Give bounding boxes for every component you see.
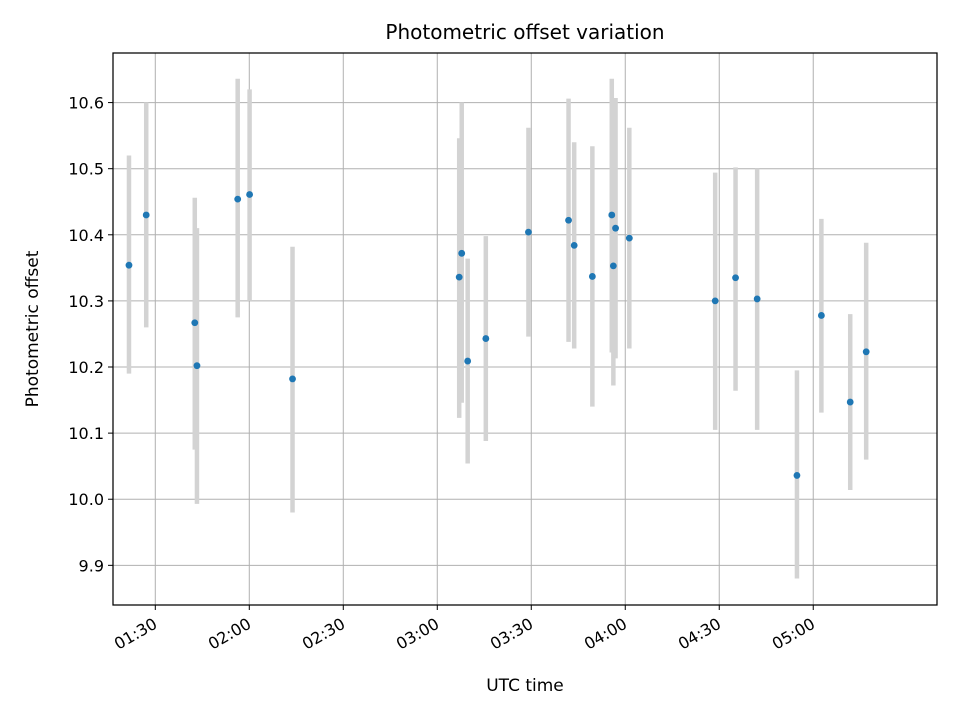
y-tick-label: 10.1: [68, 424, 104, 443]
y-tick-label: 10.0: [68, 490, 104, 509]
chart-title: Photometric offset variation: [385, 20, 664, 44]
data-point: [246, 191, 254, 198]
y-axis-ticks: 9.9 10.0 10.1 10.2 10.3 10.4 10.5 10.6: [68, 94, 113, 575]
data-point: [193, 362, 201, 370]
plot-frame: [112, 52, 938, 606]
data-point: [525, 228, 532, 236]
data-point: [753, 295, 761, 303]
y-tick-label: 10.6: [68, 94, 104, 113]
data-point: [570, 241, 578, 249]
grid: [113, 53, 937, 605]
data-point: [608, 211, 616, 219]
data-point: [793, 472, 801, 479]
data-point: [142, 211, 150, 219]
data-point: [732, 274, 739, 282]
data-point: [191, 319, 199, 327]
data-point: [458, 249, 466, 257]
x-axis-title: UTC time: [486, 676, 564, 696]
data-point: [862, 348, 870, 356]
data-point: [711, 297, 719, 305]
data-point: [455, 273, 463, 281]
data-points: [125, 191, 870, 479]
y-tick-label: 9.9: [79, 556, 104, 575]
data-point: [125, 261, 133, 269]
data-point: [234, 195, 242, 203]
data-point: [588, 273, 596, 280]
y-tick-label: 10.3: [68, 292, 104, 311]
y-tick-label: 10.5: [68, 160, 104, 179]
data-point: [289, 375, 296, 383]
y-tick-label: 10.4: [68, 226, 104, 245]
y-axis-title: Photometric offset: [23, 250, 43, 407]
data-point: [565, 216, 572, 224]
data-point: [817, 312, 825, 319]
data-point: [482, 335, 490, 342]
y-tick-label: 10.2: [68, 358, 104, 377]
data-point: [612, 224, 619, 232]
data-point: [464, 357, 472, 365]
data-point: [609, 262, 617, 270]
data-point: [846, 398, 854, 406]
data-point: [625, 234, 633, 242]
